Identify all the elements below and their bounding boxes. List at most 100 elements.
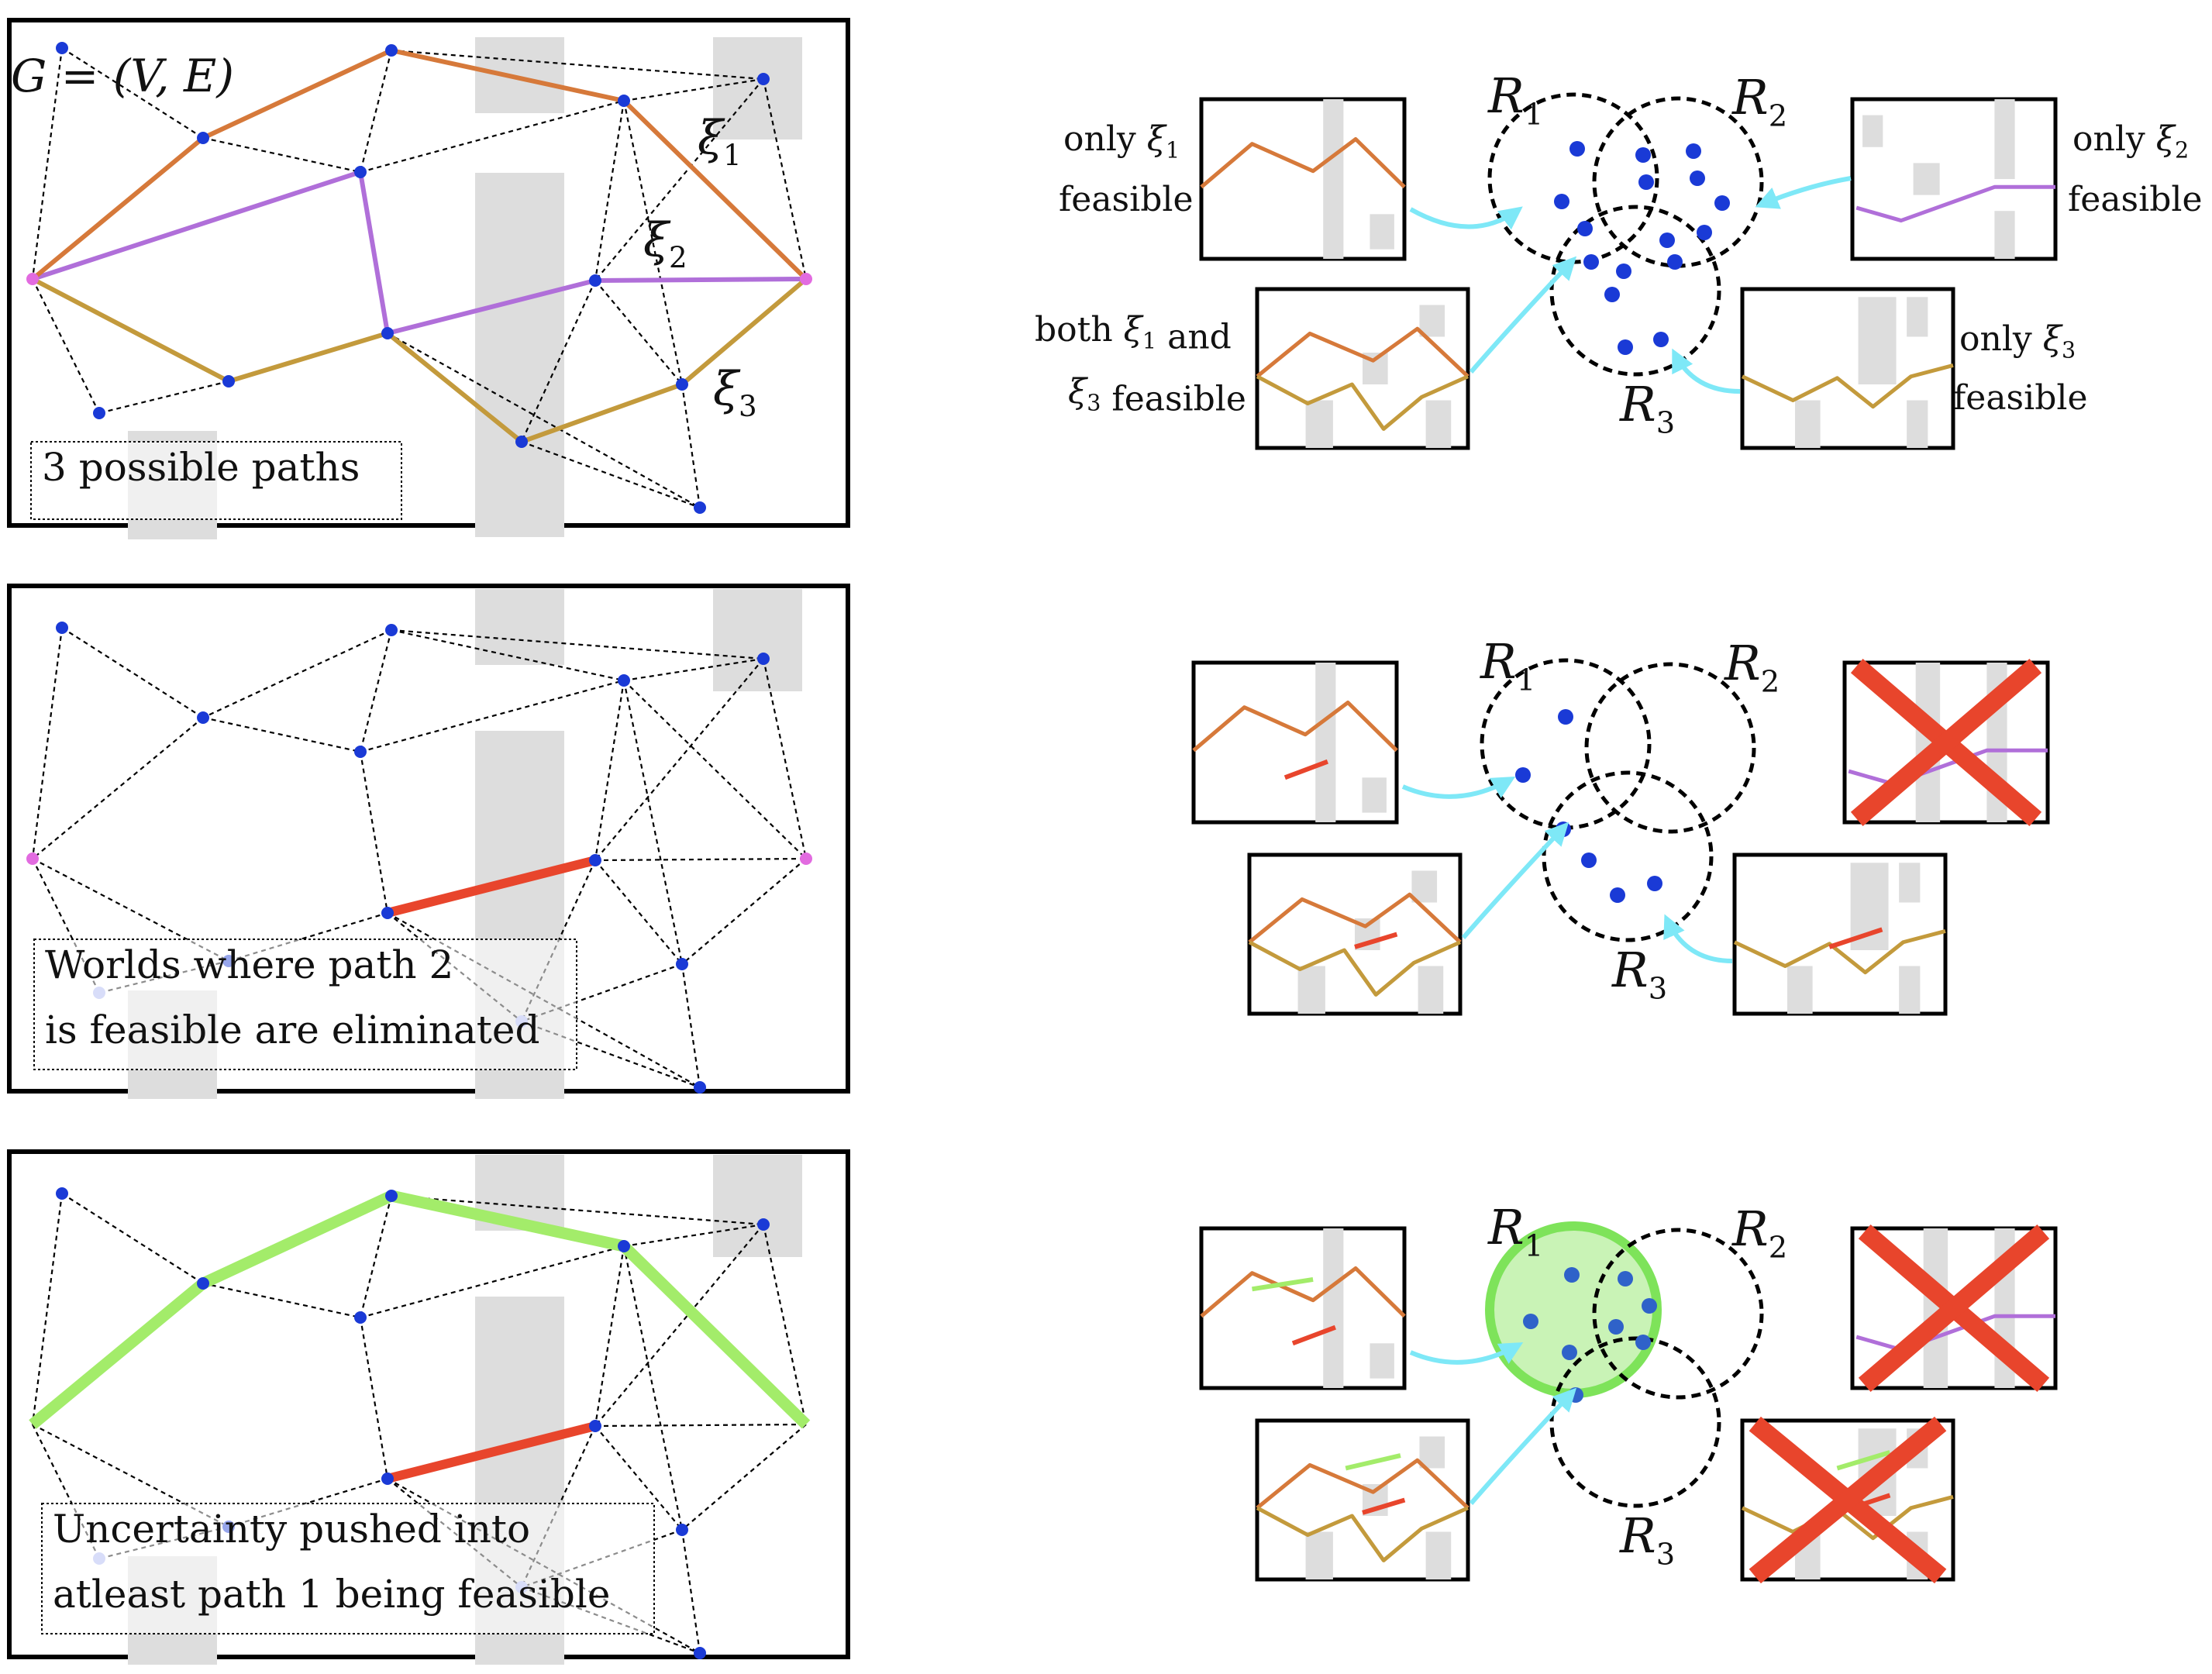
thumbnail-obstacle	[1862, 115, 1883, 147]
thumbnail-path	[1848, 748, 2048, 787]
thumbnail-xi1	[1191, 660, 1399, 825]
graph-node	[354, 166, 367, 178]
graph-node	[800, 273, 812, 285]
annotation-only-xi3: only ξ3	[1959, 319, 2076, 363]
graph-edge	[594, 857, 807, 862]
world-sample	[1635, 1335, 1651, 1350]
thumbnail-path	[1256, 326, 1469, 378]
graph-edge	[359, 1195, 393, 1318]
path-3	[31, 277, 808, 444]
thumbnail-path	[1200, 1266, 1406, 1318]
annotation-both: ξ3 feasible	[1068, 372, 1246, 419]
thumbnail-path	[1256, 374, 1469, 431]
thumbnail-path	[1345, 1453, 1401, 1471]
graph-node	[694, 501, 706, 514]
annotation-only-xi3: feasible	[1953, 378, 2088, 418]
region-label-r1: R1	[1487, 1199, 1543, 1264]
caption-line: atleast path 1 being feasible	[53, 1572, 610, 1617]
thumbnail-obstacle	[1907, 297, 1928, 337]
graph-edge	[360, 99, 625, 174]
obstacle-1	[475, 37, 564, 113]
graph-edge	[98, 380, 229, 415]
graph-node	[618, 1240, 630, 1252]
graph-node	[676, 958, 688, 970]
graph-edge	[61, 627, 204, 718]
world-sample	[1618, 1271, 1633, 1286]
arrow-xi1-xi3	[1461, 822, 1569, 939]
arrow-xi1-xi3	[1469, 1387, 1577, 1505]
thumbnail-only-xi1	[1199, 97, 1407, 261]
region-label-r2: R2	[1724, 635, 1780, 700]
thumbnail-frame	[1191, 660, 1399, 825]
thumbnail-path	[1192, 701, 1398, 753]
graph-edge	[32, 1424, 229, 1528]
thumbnail-path	[1836, 1450, 1891, 1471]
graph-edge	[391, 1194, 764, 1226]
graph-node	[197, 132, 209, 144]
graph-edge	[391, 629, 625, 682]
graph-edge	[61, 47, 204, 139]
thumbnail-obstacle	[1370, 214, 1394, 250]
graph-edge	[622, 680, 684, 965]
annotation-only-xi2: feasible	[2068, 180, 2203, 219]
thumbnail-obstacle	[1795, 400, 1821, 448]
graph-node	[694, 1081, 706, 1094]
thumbnail-path	[1855, 1314, 2055, 1352]
world-sample	[1647, 876, 1662, 891]
graph-node	[93, 407, 105, 419]
world-sample	[1558, 709, 1573, 725]
world-sample	[1635, 147, 1651, 163]
graph-node	[56, 42, 68, 54]
graph-node	[56, 1187, 68, 1200]
thumbnail-path	[1362, 1497, 1406, 1515]
caption-line: 3 possible paths	[42, 445, 360, 490]
graph-edge	[202, 136, 361, 174]
thumbnail-obstacle	[1994, 211, 2015, 259]
world-sample	[1562, 1345, 1577, 1360]
graph-edge	[594, 1224, 764, 1427]
graph-node	[757, 1218, 770, 1231]
graph-edge	[622, 1245, 684, 1531]
thumbnail-xi2-eliminated	[1850, 1224, 2058, 1392]
thumbnail-obstacle	[1297, 966, 1325, 1014]
graph-panel-2: Worlds where path 2 is feasible are elimi…	[7, 584, 850, 1099]
graph-edge	[594, 1423, 807, 1428]
thumbnail-obstacle	[1994, 99, 2015, 179]
path-label-xi1: ξ1	[698, 111, 742, 172]
graph-edge	[681, 1424, 807, 1531]
graph-edge	[623, 657, 764, 682]
thumbnail-obstacle	[1323, 99, 1344, 259]
annotation-both: both ξ1 and	[1035, 310, 1232, 357]
world-sample	[1667, 254, 1683, 270]
graph-node	[222, 375, 235, 388]
graph-node	[26, 852, 39, 865]
graph-node	[589, 1420, 601, 1432]
graph-node	[56, 622, 68, 634]
world-sample	[1616, 264, 1631, 279]
caption-box	[41, 1503, 655, 1634]
region-r2	[1584, 662, 1756, 834]
graph-edge	[359, 751, 389, 914]
graph-edge	[359, 629, 393, 753]
graph-edge	[360, 1245, 625, 1319]
graph-node	[800, 852, 812, 865]
graph-edge	[202, 716, 361, 753]
thumbnail-path	[1283, 759, 1328, 780]
thumbnail-obstacle	[1907, 400, 1928, 448]
graph-node	[589, 274, 601, 287]
world-sample	[1638, 174, 1654, 190]
thumbnail-only-xi3	[1740, 287, 1955, 450]
region-r2	[1592, 1228, 1764, 1400]
graph-node	[694, 1647, 706, 1659]
region-label-r1: R1	[1480, 633, 1535, 698]
thumbnail-obstacle	[1411, 870, 1438, 903]
path-label-xi3: ξ3	[713, 362, 757, 423]
annotation-only-xi1: only ξ1	[1063, 119, 1180, 164]
graph-node	[197, 1277, 209, 1290]
graph-node	[676, 1524, 688, 1536]
thumbnail-obstacle	[1425, 400, 1452, 448]
venn-row-1: R1 R2 R3 only ξ1 feasible only ξ2 feasible both…	[1035, 67, 2203, 450]
region-label-r2: R2	[1731, 1200, 1787, 1266]
